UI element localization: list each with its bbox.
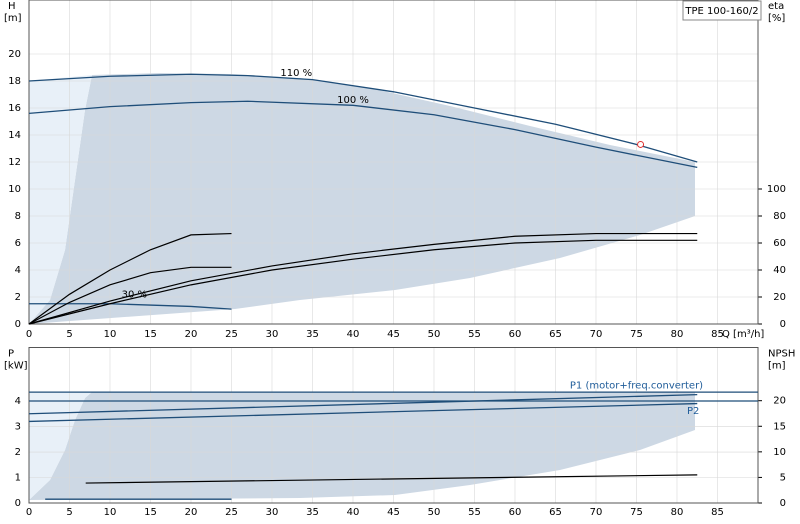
x-tick-label: 45	[387, 329, 400, 340]
curve	[28, 266, 232, 325]
y-axis-label: H	[8, 1, 16, 12]
x-tick-label: 70	[590, 329, 603, 340]
power-area	[29, 392, 695, 500]
y-tick-label: 12	[8, 157, 21, 168]
y2-tick-label: 15	[773, 421, 786, 432]
y-axis-unit: [m]	[4, 13, 22, 24]
x-tick-label: 20	[185, 329, 198, 340]
x-tick-label: 60	[509, 329, 522, 340]
x-tick-label: 5	[66, 329, 72, 340]
x-tick-label: 30	[266, 329, 279, 340]
y-tick-label: 4	[15, 396, 21, 407]
curve	[28, 232, 698, 325]
x-tick-label: 0	[26, 507, 32, 518]
x-tick-label: 60	[509, 507, 522, 518]
x-tick-label: 35	[306, 507, 319, 518]
chart-title: TPE 100-160/2	[684, 6, 758, 17]
y2-axis-unit: [m]	[768, 361, 786, 372]
y2-axis-label: NPSH	[768, 349, 795, 360]
x-tick-label: 75	[630, 507, 643, 518]
curve	[28, 100, 698, 169]
x-tick-label: 15	[144, 329, 157, 340]
y-tick-label: 2	[15, 292, 21, 303]
x-tick-label: 80	[671, 507, 684, 518]
x-tick-label: 70	[590, 507, 603, 518]
y2-tick-label: 10	[773, 447, 786, 458]
y-tick-label: 2	[15, 447, 21, 458]
x-tick-label: 30	[266, 507, 279, 518]
y-tick-label: 18	[8, 76, 21, 87]
plot-layer: 0 5 10 15 20 25 30 35 40 45 50 55 60 65 70 75 80 85024681…	[4, 0, 795, 518]
y-tick-label: 1	[15, 473, 21, 484]
x-tick-label: 80	[671, 329, 684, 340]
y2-tick-label: 20	[773, 292, 786, 303]
power-area-light	[29, 392, 92, 500]
plot-frame	[28, 347, 759, 504]
x-tick-label: 40	[347, 507, 360, 518]
series-label: P1 (motor+freq.converter)	[570, 381, 703, 392]
x-tick-label: 35	[306, 329, 319, 340]
x-tick-label: 45	[387, 507, 400, 518]
curve	[85, 474, 698, 484]
operating-area	[29, 73, 695, 324]
curve	[28, 394, 698, 415]
curve	[28, 232, 232, 325]
y-tick-label: 8	[15, 211, 21, 222]
y-tick-label: 0	[15, 498, 21, 509]
series-label: 100 %	[337, 95, 369, 106]
plot-frame	[28, 0, 759, 325]
y-tick-label: 4	[15, 265, 21, 276]
y2-tick-label: 80	[773, 211, 786, 222]
x-tick-label: 85	[711, 329, 724, 340]
x-tick-label: 20	[185, 507, 198, 518]
operating-area-light	[29, 75, 92, 324]
curve	[28, 239, 698, 325]
title-box	[682, 0, 762, 21]
y-tick-label: 6	[15, 238, 21, 249]
y2-tick-label: 100	[767, 184, 786, 195]
x-tick-label: 0	[26, 329, 32, 340]
y-tick-label: 3	[15, 422, 21, 433]
y-axis-unit: [kW]	[4, 361, 28, 372]
series-label: 110 %	[280, 68, 312, 79]
x-tick-label: 40	[347, 329, 360, 340]
y-tick-label: 10	[8, 184, 21, 195]
x-tick-label: 10	[104, 329, 117, 340]
x-tick-label: 25	[225, 507, 238, 518]
x-tick-label: 85	[711, 507, 724, 518]
curve	[29, 303, 232, 310]
x-tick-label: 75	[630, 329, 643, 340]
y2-tick-label: 60	[773, 238, 786, 249]
y-axis-label: P	[8, 349, 14, 360]
y-tick-label: 14	[8, 130, 21, 141]
y2-tick-label: 0	[780, 498, 786, 509]
series-label: P2	[687, 406, 699, 417]
y2-axis-unit: [%]	[768, 13, 785, 24]
duty-point	[637, 140, 645, 148]
y2-axis-label: eta	[768, 1, 784, 12]
x-tick-label: 65	[549, 329, 562, 340]
curve	[28, 402, 698, 423]
y2-tick-label: 5	[780, 472, 786, 483]
x-tick-label: 10	[104, 507, 117, 518]
x-tick-label: 65	[549, 507, 562, 518]
x-tick-label: 15	[144, 507, 157, 518]
y2-tick-label: 20	[773, 396, 786, 407]
y-tick-label: 16	[8, 103, 21, 114]
x-tick-label: 55	[468, 329, 481, 340]
x-tick-label: 50	[428, 507, 441, 518]
y2-tick-label: 40	[773, 265, 786, 276]
x-tick-label: 50	[428, 329, 441, 340]
y2-tick-label: 0	[780, 319, 786, 330]
x-tick-label: 25	[225, 329, 238, 340]
y-tick-label: 0	[15, 319, 21, 330]
x-axis-label: Q [m³/h]	[722, 329, 764, 340]
y-tick-label: 20	[8, 49, 21, 60]
curve	[28, 73, 698, 163]
x-tick-label: 55	[468, 507, 481, 518]
x-tick-label: 5	[66, 507, 72, 518]
